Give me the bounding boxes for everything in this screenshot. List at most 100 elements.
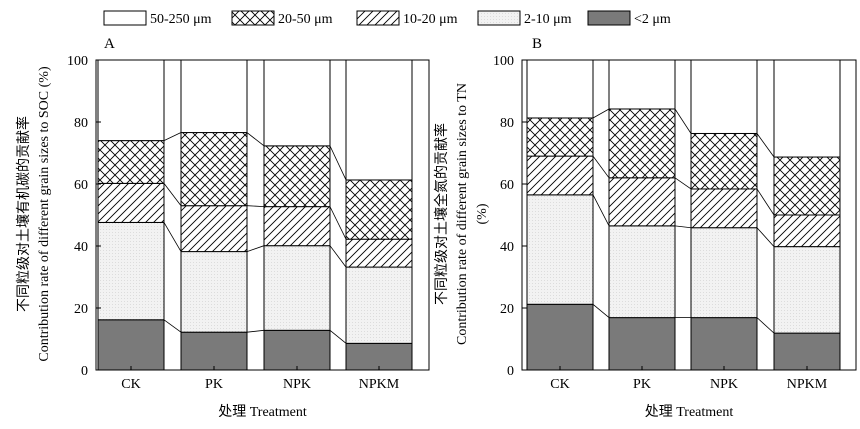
connector-line [756,188,775,216]
legend-swatch-g20_50 [231,10,275,26]
y-tick-label: 100 [493,54,514,69]
legend-label-g10_20: 10-20 μm [403,12,458,27]
connector-line [246,205,265,208]
bar-series-2-10-npkm [345,266,413,344]
legend-label-g2_10: 2-10 μm [524,12,572,27]
connector-line [674,225,692,229]
legend-swatch-g0_2 [587,10,631,26]
bar-series-2-10-ck [526,194,594,305]
bar-series-10-20-npk [690,188,758,229]
y-tick-label: 60 [74,178,88,193]
y-axis-label-en: Contribution rate of different grain siz… [37,66,52,362]
connector-line [329,206,347,240]
bar-series-50-250-npkm [773,59,841,158]
y-axis-label-en: Contribution rate of different grain siz… [455,83,470,345]
y-tick-label: 80 [500,116,514,131]
connector-line [592,303,610,318]
connector-line [674,177,692,190]
connector-line [163,132,182,141]
bar-series-10-20-pk [608,177,676,227]
bar-series-10-20-pk [180,205,248,253]
x-axis-label: 处理 Treatment [218,404,307,420]
bar-series-2-10-ck [97,221,165,321]
panel-label: A [104,36,115,52]
bar-series-50-250-npkm [345,59,413,181]
y-tick-label: 100 [67,54,88,69]
bar-series-50-250-ck [526,59,594,119]
x-tick-label-pk: PK [205,377,223,392]
bar-series-20-50-npkm [345,179,413,240]
bar-series-2-10-pk [180,251,248,333]
bar-series-lt2-npk [263,329,331,371]
bar-series-20-50-ck [97,140,165,184]
y-tick-label: 20 [74,302,88,317]
legend-label-g0_2: <2 μm [634,12,671,27]
bar-series-50-250-npk [263,59,331,147]
y-tick-label: 40 [500,240,514,255]
panel-label: B [532,36,542,52]
connector-line [592,194,610,227]
y-tick-label: 0 [507,364,514,379]
bar-series-lt2-pk [608,317,676,371]
bar-series-50-250-pk [608,59,676,110]
bar-series-2-10-npkm [773,246,841,334]
bar-series-20-50-npkm [773,156,841,216]
connector-line [756,133,775,158]
legend-label-g50_250: 50-250 μm [150,12,212,27]
bar-series-lt2-npkm [345,342,413,371]
bar-series-10-20-npk [263,206,331,247]
bar-series-20-50-pk [608,108,676,179]
connector-line [163,319,182,333]
x-axis-label: 处理 Treatment [645,404,734,420]
panel-b: 0 20 40 60 80 100 CK PK NPK NPKM B 处理 Treatment 不同粒级… [433,36,857,420]
bar-series-lt2-pk [180,331,248,371]
bar-series-lt2-ck [526,303,594,371]
connector-line [756,227,775,247]
x-tick-label-pk: PK [633,377,651,392]
x-tick-label-npkm: NPKM [787,377,828,392]
legend-swatch-g2_10 [477,10,521,26]
bar-series-50-250-ck [97,59,165,142]
x-tick-label-npkm: NPKM [359,377,400,392]
bar-series-2-10-npk [690,227,758,319]
y-tick-label: 40 [74,240,88,255]
x-tick-label-npk: NPK [283,377,311,392]
connector-line [592,108,610,119]
legend: 50-250 μm 20-50 μm 10-20 μm 2-10 μm <2 μm [103,10,671,27]
bar-series-20-50-ck [526,117,594,157]
bar-series-lt2-ck [97,319,165,371]
bar-series-2-10-pk [608,225,676,319]
connector-line [163,222,182,252]
bar-series-lt2-npkm [773,332,841,371]
bar-series-50-250-pk [180,59,248,134]
bar-series-10-20-npkm [345,238,413,268]
bar-series-2-10-npk [263,245,331,331]
connector-line [329,145,347,181]
y-axis-label-cn: 不同粒级对土壤全氮的贡献率 [433,123,450,305]
legend-swatch-g50_250 [103,10,147,26]
connector-line [329,330,347,344]
panel-a: 0 20 40 60 80 100 CK PK NPK NPKM A 处理 Treatment 不同粒级… [15,36,430,420]
x-tick-label-ck: CK [550,377,569,392]
y-tick-label: 80 [74,116,88,131]
bar-series-10-20-ck [526,155,594,196]
x-tick-label-npk: NPK [710,377,738,392]
connector-line [674,108,692,134]
bar-series-20-50-npk [263,145,331,208]
connector-line [246,245,265,252]
bar-series-lt2-npk [690,317,758,371]
y-tick-label: 0 [81,364,88,379]
y-tick-label: 20 [500,302,514,317]
bar-series-50-250-npk [690,59,758,134]
legend-label-g20_50: 20-50 μm [278,12,333,27]
bar-series-10-20-npkm [773,214,841,248]
bar-series-20-50-pk [180,132,248,207]
plot-frame [95,59,430,371]
connector-line [163,183,182,206]
connector-line [329,245,347,268]
y-axis-label-cn: 不同粒级对土壤有机碳的贡献率 [15,116,32,312]
bar-series-10-20-ck [97,182,165,223]
y-tick-label: 60 [500,178,514,193]
connector-line [246,329,265,333]
